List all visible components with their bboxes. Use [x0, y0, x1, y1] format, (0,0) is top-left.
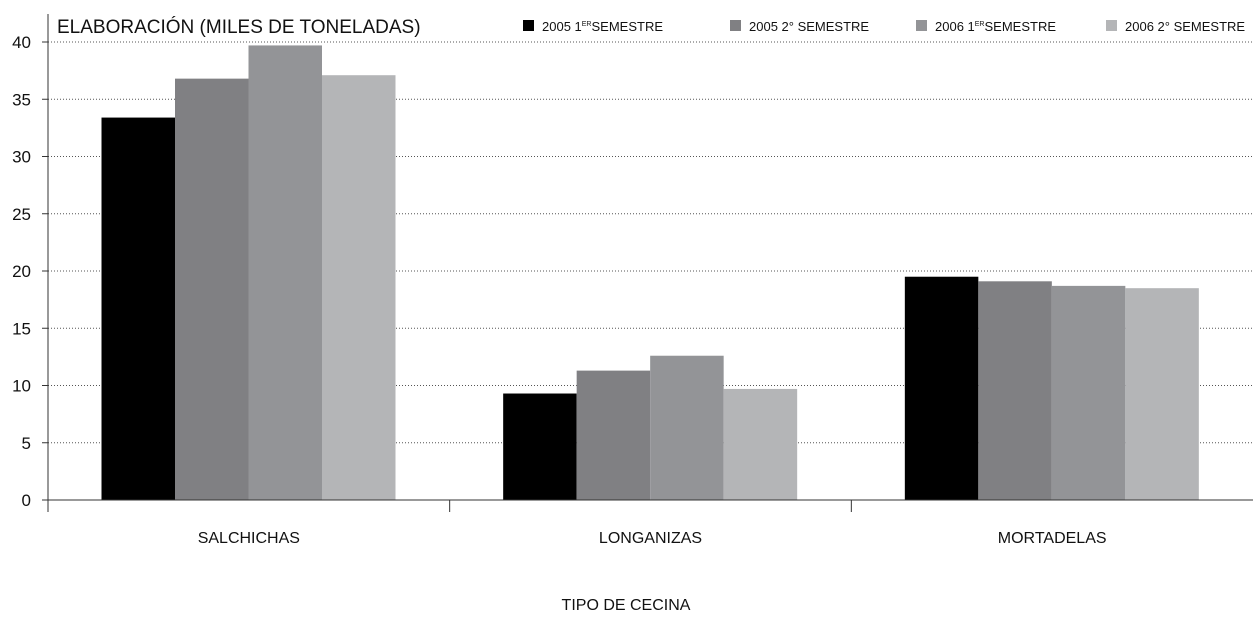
legend-swatch	[1106, 20, 1117, 31]
bar	[576, 370, 651, 500]
legend-item: 2005 2° SEMESTRE	[730, 19, 869, 34]
legend-label: 2006 1ERSEMESTRE	[935, 19, 1056, 34]
bar	[904, 276, 979, 500]
bar	[1051, 285, 1126, 500]
x-tick-label: MORTADELAS	[998, 530, 1107, 547]
y-tick-label: 5	[22, 434, 31, 453]
y-tick-label: 40	[12, 33, 31, 52]
legend-label: 2005 1ERSEMESTRE	[542, 19, 663, 34]
x-tick-label: LONGANIZAS	[599, 530, 702, 547]
y-tick-label: 15	[12, 319, 31, 338]
bar	[503, 393, 577, 500]
bar	[101, 117, 175, 500]
axes: 0 5 10 15 20 25 30 35 40 SALCHICHAS LONGANIZAS MORT…	[12, 14, 1253, 547]
bar	[1125, 288, 1199, 500]
y-tick-label: 0	[22, 491, 31, 510]
bar	[723, 388, 798, 500]
x-axis-label: TIPO DE CECINA	[562, 597, 691, 614]
bar	[322, 75, 396, 500]
bar	[248, 45, 322, 501]
bars	[101, 45, 1199, 501]
x-tick-label: SALCHICHAS	[198, 530, 300, 547]
y-tick-label: 20	[12, 262, 31, 281]
y-tick-label: 10	[12, 377, 31, 396]
chart-title: ELABORACIÓN (MILES DE TONELADAS)	[57, 16, 421, 38]
legend-item: 2006 2° SEMESTRE	[1106, 19, 1245, 34]
legend-swatch	[916, 20, 927, 31]
legend: 2005 1ERSEMESTRE 2005 2° SEMESTRE 2006 1ER…	[523, 19, 1245, 34]
legend-swatch	[730, 20, 741, 31]
y-tick-label: 25	[12, 205, 31, 224]
legend-label: 2005 2° SEMESTRE	[749, 19, 869, 34]
legend-item: 2005 1ERSEMESTRE	[523, 19, 663, 34]
legend-item: 2006 1ERSEMESTRE	[916, 19, 1056, 34]
legend-label: 2006 2° SEMESTRE	[1125, 19, 1245, 34]
bar	[650, 355, 724, 500]
bar	[978, 281, 1052, 500]
y-tick-label: 30	[12, 148, 31, 167]
legend-swatch	[523, 20, 534, 31]
y-tick-label: 35	[12, 90, 31, 109]
bar	[175, 78, 249, 500]
